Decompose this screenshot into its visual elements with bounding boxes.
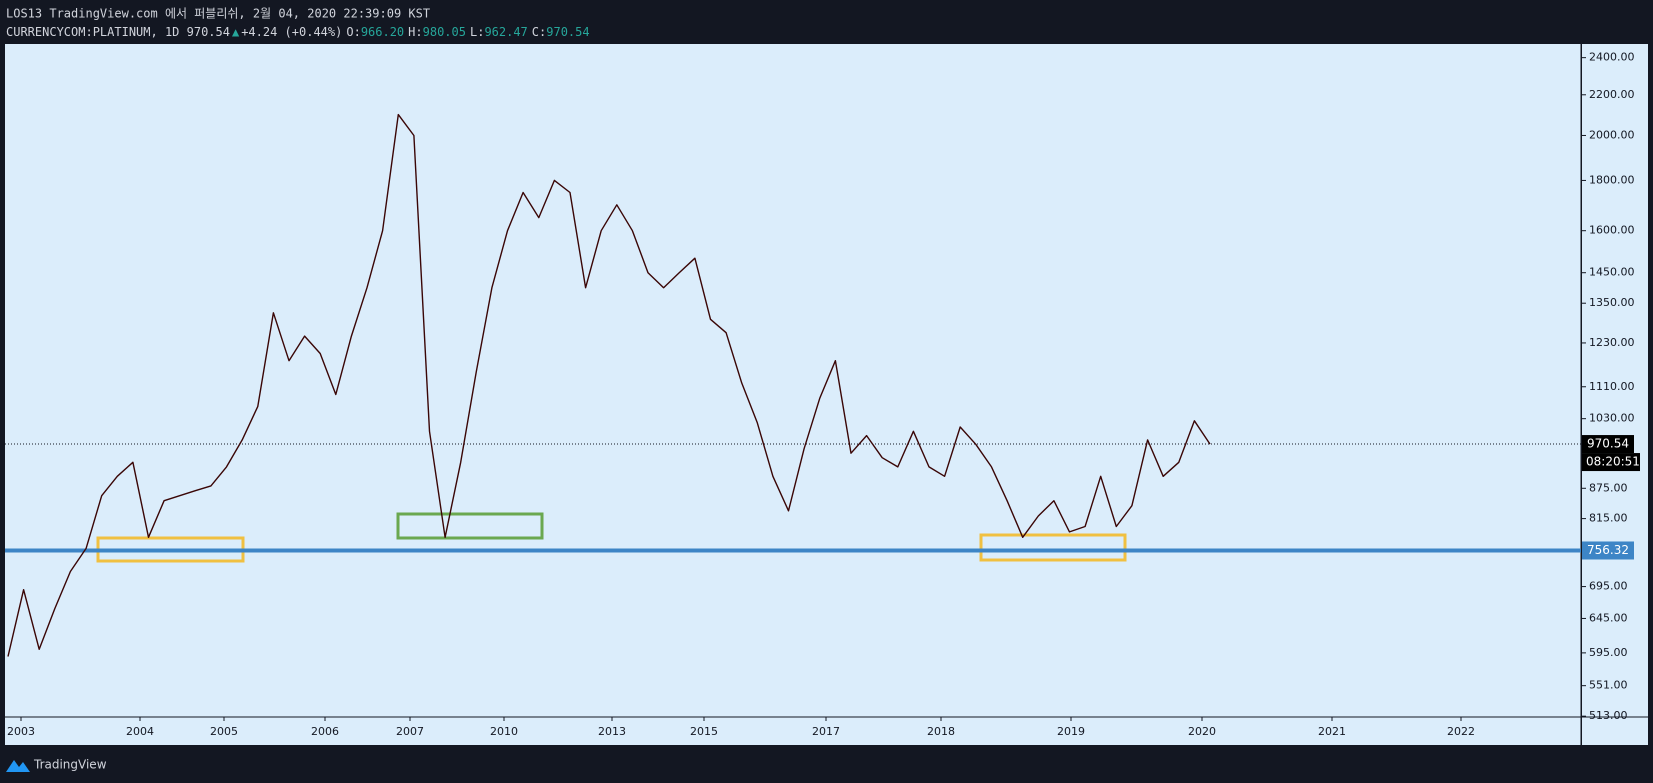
x-tick-label: 2006: [311, 725, 339, 738]
x-tick-label: 2013: [598, 725, 626, 738]
annotation-box: [396, 512, 544, 540]
x-tick-label: 2015: [690, 725, 718, 738]
x-tick-label: 2003: [7, 725, 35, 738]
countdown: 08:20:51: [1586, 455, 1640, 469]
last-price-label: 970.54: [1587, 437, 1629, 451]
x-tick-label: 2019: [1057, 725, 1085, 738]
y-tick-label: 1110.00: [1589, 380, 1635, 393]
y-tick-label: 1350.00: [1589, 296, 1635, 309]
x-tick-label: 2018: [927, 725, 955, 738]
x-tick-label: 2017: [812, 725, 840, 738]
y-tick-label: 1030.00: [1589, 412, 1635, 425]
y-tick-label: 645.00: [1589, 611, 1628, 624]
y-tick-label: 695.00: [1589, 580, 1628, 593]
y-tick-label: 2000.00: [1589, 128, 1635, 141]
plot-bg: [5, 44, 1581, 745]
countdown-tag: [1582, 453, 1640, 472]
price-axis-bg: [1582, 44, 1648, 745]
y-tick-label: 815.00: [1589, 512, 1628, 525]
header-line: LOS13 TradingView.com 에서 퍼블리쉬, 2월 04, 20…: [6, 7, 430, 21]
header-symbol: CURRENCYCOM:PLATINUM, 1D 970.54 ▲ +4.24 (+…: [6, 25, 590, 39]
y-tick-label: 1230.00: [1589, 336, 1635, 349]
x-tick-label: 2022: [1447, 725, 1475, 738]
y-tick-label: 513.00: [1589, 709, 1628, 722]
annotation-box: [979, 533, 1127, 562]
x-tick-label: 2004: [126, 725, 154, 738]
price-tag: [1582, 435, 1634, 454]
y-tick-label: 595.00: [1589, 646, 1628, 659]
x-tick-label: 2005: [210, 725, 238, 738]
y-tick-label: 2400.00: [1589, 51, 1635, 64]
logo: TradingView: [6, 758, 107, 772]
y-tick-label: 1600.00: [1589, 224, 1635, 237]
y-tick-label: 551.00: [1589, 679, 1628, 692]
x-tick-label: 2007: [396, 725, 424, 738]
x-tick-label: 2020: [1188, 725, 1216, 738]
brand: TradingView: [33, 758, 107, 772]
hline-label: 756.32: [1587, 543, 1629, 557]
y-tick-label: 2200.00: [1589, 88, 1635, 101]
price-line: [7, 113, 1211, 657]
y-tick-label: 875.00: [1589, 481, 1628, 494]
x-tick-label: 2010: [490, 725, 518, 738]
y-tick-label: 1450.00: [1589, 266, 1635, 279]
x-tick-label: 2021: [1318, 725, 1346, 738]
price-tag: [1582, 541, 1634, 560]
y-tick-label: 1800.00: [1589, 173, 1635, 186]
